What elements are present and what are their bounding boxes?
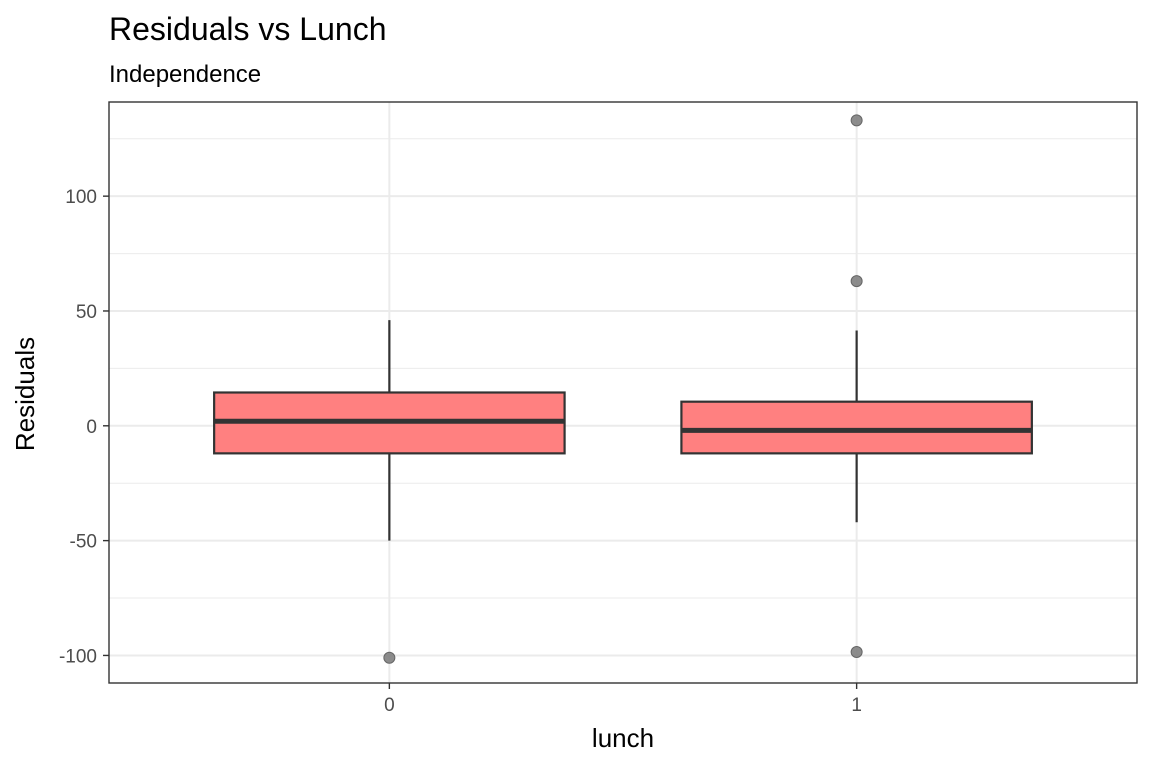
plot-panel-border [108, 101, 1138, 684]
boxes-layer [213, 114, 1033, 664]
outlier-point [850, 275, 863, 288]
chart-title: Residuals vs Lunch [109, 11, 386, 47]
box-group-1 [680, 114, 1033, 658]
y-tick-label: 0 [86, 417, 97, 438]
box-iqr [680, 400, 1033, 455]
box-group-0 [213, 320, 566, 664]
panel-border-rect [108, 101, 1138, 684]
y-axis-ticks: -100 -50 0 50 100 [59, 187, 109, 667]
y-tick-label: -100 [59, 646, 97, 667]
outlier-point [850, 114, 863, 127]
x-tick-label: 0 [384, 695, 395, 716]
y-axis-title: Residuals [10, 337, 40, 451]
minor-gridlines [109, 138, 1137, 599]
outlier-point [383, 651, 396, 664]
outlier-point [850, 645, 863, 658]
y-tick-label: 100 [65, 187, 97, 208]
chart-subtitle: Independence [109, 61, 261, 88]
x-tick-label: 1 [851, 695, 862, 716]
y-tick-label: 50 [76, 302, 97, 323]
y-tick-label: -50 [70, 532, 97, 553]
x-axis-title: lunch [592, 723, 654, 753]
